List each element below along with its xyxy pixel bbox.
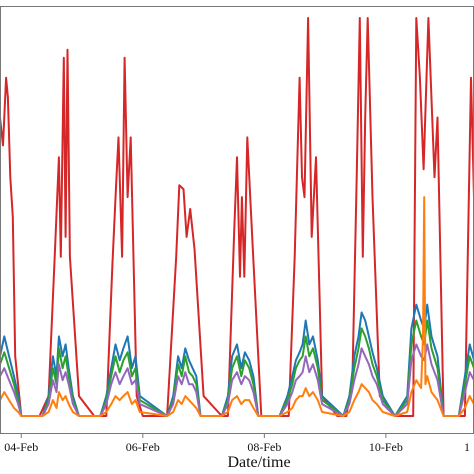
- x-tick-label: 06-Feb: [126, 440, 160, 454]
- x-axis-ticks: 04-Feb 06-Feb 08-Feb 10-Feb 1: [4, 433, 470, 454]
- x-axis-title: Date/time: [227, 454, 290, 471]
- series-lines: [0, 17, 474, 417]
- x-tick-label: 08-Feb: [247, 440, 281, 454]
- series-line-5: [0, 196, 474, 417]
- x-tick-label: 1: [464, 440, 470, 454]
- x-tick-label: 10-Feb: [369, 440, 403, 454]
- plot-frame: [0, 6, 474, 434]
- x-tick-label: 04-Feb: [4, 440, 38, 454]
